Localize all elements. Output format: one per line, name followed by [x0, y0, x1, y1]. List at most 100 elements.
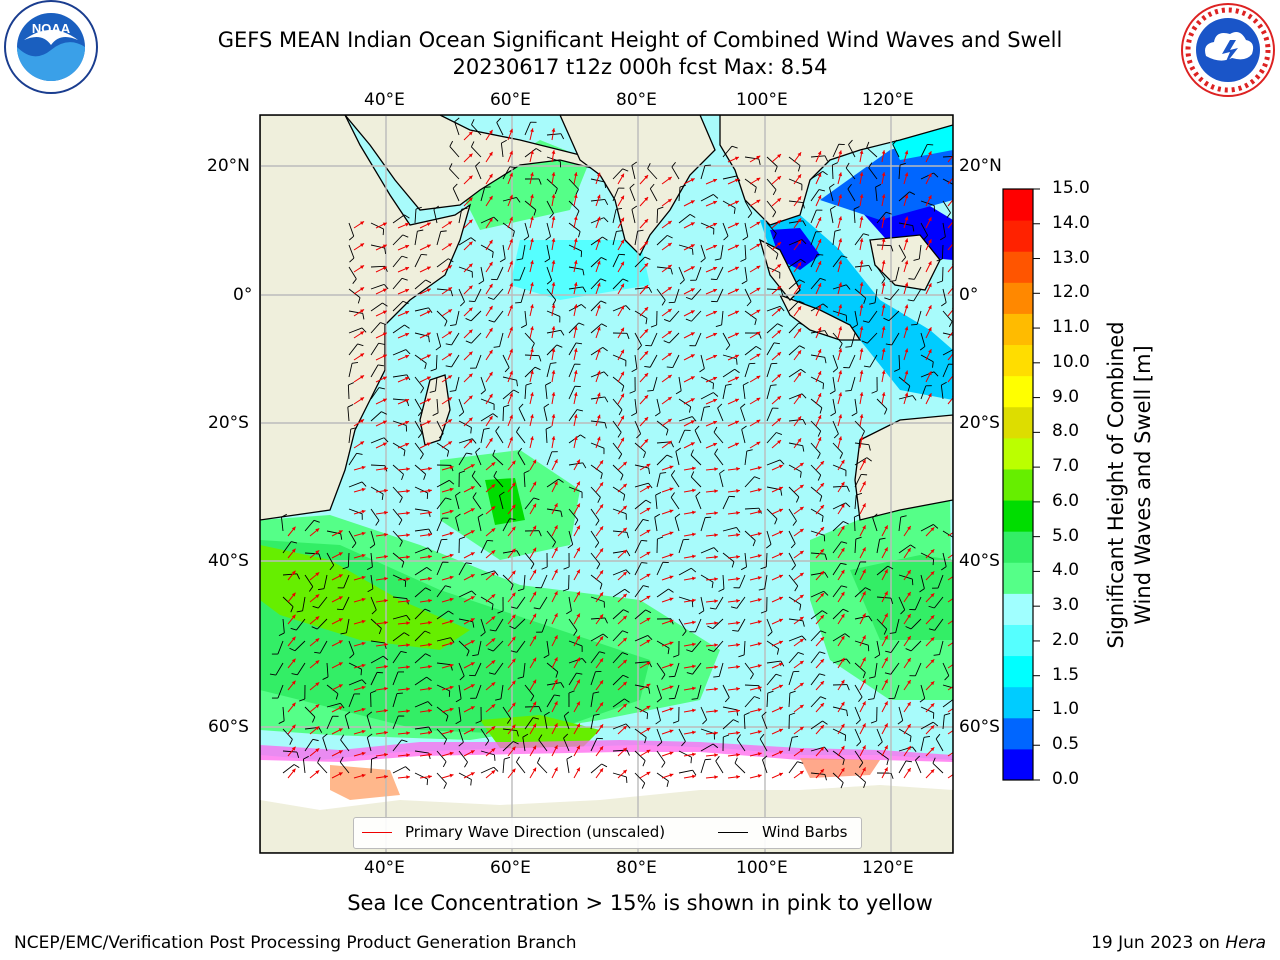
wind-barb [716, 266, 724, 280]
wave-arrow-head [338, 706, 343, 710]
wave-arrow-head [667, 242, 672, 247]
wind-barb-flag [905, 648, 912, 652]
wave-arrow-head [509, 304, 513, 309]
wave-arrow-head [799, 682, 804, 687]
wind-barb-flag [625, 723, 631, 729]
wind-barb-flag [833, 433, 839, 439]
wind-barb-flag [824, 774, 827, 781]
wave-arrow-head [532, 635, 537, 640]
wind-barb-flag [517, 588, 524, 592]
wind-barb [348, 363, 353, 378]
wind-barb [916, 310, 922, 325]
wave-arrow-head [468, 241, 473, 246]
wave-arrow-head [449, 663, 454, 668]
wind-barb [766, 618, 773, 633]
wave-arrow-head [736, 687, 740, 691]
wave-arrow-head [820, 703, 824, 707]
wind-barb [282, 541, 292, 554]
wind-barb [502, 706, 512, 719]
wind-barb-flag [494, 570, 499, 576]
wave-arrow-head [954, 727, 958, 731]
wave-arrow-head [840, 591, 845, 596]
wind-barb-flag [401, 561, 405, 568]
wind-barb-flag [802, 445, 805, 452]
wave-arrow-head [840, 525, 845, 530]
wind-barb-flag [647, 163, 651, 169]
wind-barb [890, 662, 900, 675]
wave-arrow-head [669, 641, 674, 646]
wave-arrow-head [291, 570, 296, 575]
wind-barb-flag [885, 650, 892, 653]
wind-barb [739, 574, 746, 589]
wind-barb-flag [317, 757, 321, 763]
wind-barb-flag [493, 346, 500, 348]
wind-barb [392, 739, 402, 752]
africa-landmass [260, 115, 472, 521]
wind-barb [766, 385, 772, 400]
wind-barb [458, 398, 465, 413]
wave-arrow-head [384, 664, 388, 669]
wave-arrow-head [778, 706, 783, 711]
wave-arrow-head [511, 526, 516, 531]
lon-label-bottom-120e: 120°E [862, 858, 914, 878]
wind-barb-flag [845, 346, 852, 348]
colorbar-tick-label: 13.0 [1052, 247, 1090, 268]
wave-arrow-head [817, 349, 822, 354]
wave-arrow-head [646, 661, 651, 666]
wave-arrow-head [511, 570, 516, 575]
wave-arrow-head [667, 396, 672, 401]
wind-barb [854, 310, 859, 325]
wave-arrow-head [576, 591, 580, 596]
wind-barb-flag [798, 322, 805, 326]
wind-barb [933, 596, 944, 609]
wind-barb-flag [351, 361, 359, 364]
wind-barb [414, 566, 427, 576]
wind-barb [873, 684, 878, 699]
wind-barb [370, 322, 381, 334]
wind-barb [634, 499, 647, 510]
wind-barb [348, 679, 363, 686]
wind-barb-flag [759, 733, 765, 740]
wind-barb-flag [444, 320, 448, 327]
wind-barb-flag [817, 474, 822, 481]
wave-arrow-head [954, 529, 958, 533]
wind-barb-flag [455, 513, 461, 518]
wave-arrow-head [361, 685, 366, 690]
wind-barb [546, 200, 554, 214]
wind-barb-flag [648, 687, 651, 694]
wind-barb [832, 502, 846, 510]
wave-arrow-head [797, 218, 802, 223]
wind-barb-flag [425, 279, 432, 284]
wind-barb-flag [269, 673, 276, 676]
wind-barb-flag [686, 649, 693, 653]
wind-barb [590, 617, 605, 620]
wind-barb-flag [754, 696, 761, 700]
wind-barb [392, 715, 399, 730]
wind-barb-flag [597, 497, 601, 503]
wind-barb-flag [928, 628, 935, 631]
wave-arrow-head [736, 709, 740, 713]
wind-barb [348, 693, 355, 708]
wind-barb-flag [871, 390, 878, 394]
wave-arrow-head [881, 216, 886, 221]
wave-arrow-head [406, 467, 410, 472]
wave-arrow-head [532, 569, 537, 574]
wave-arrow-head [644, 219, 649, 224]
wave-arrow-head [734, 156, 739, 161]
wind-barb-flag [823, 590, 829, 596]
wind-barb [712, 618, 724, 629]
wind-barb [700, 759, 706, 774]
field-south-west-6m [260, 545, 470, 650]
wave-arrow-head [426, 266, 431, 271]
wind-barb [546, 329, 561, 334]
wind-barb [670, 497, 680, 510]
wind-barb-flag [518, 403, 524, 409]
wave-arrow-head [491, 726, 496, 731]
wind-barb [502, 406, 505, 422]
wind-barb [788, 552, 797, 566]
wave-arrow-head [859, 194, 864, 198]
wave-arrow-head [426, 442, 431, 447]
wind-barb [612, 420, 622, 433]
wind-barb [656, 235, 668, 246]
